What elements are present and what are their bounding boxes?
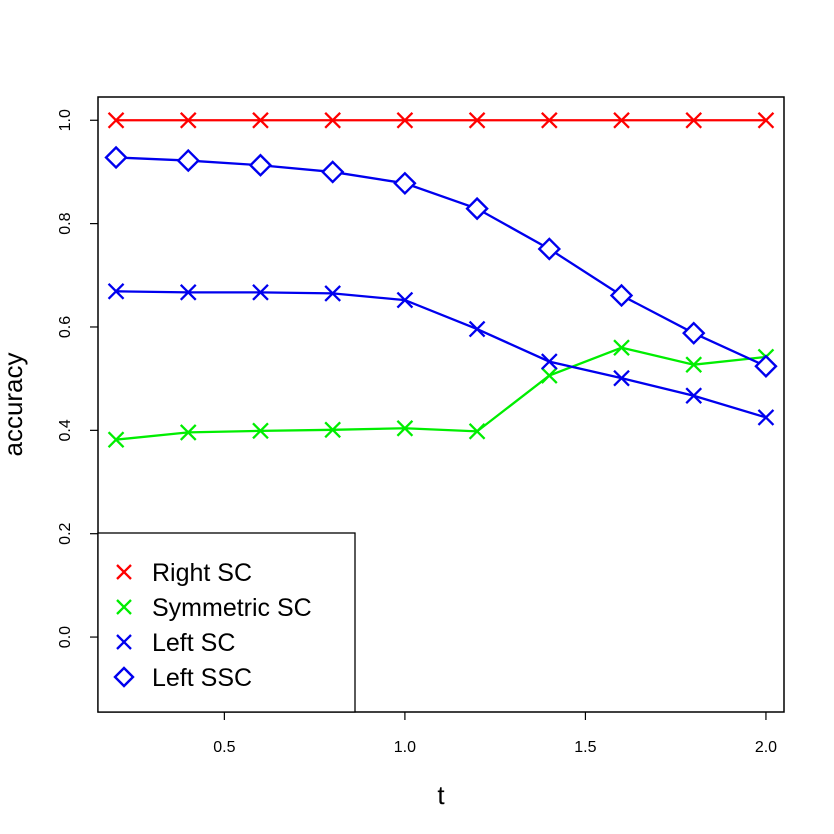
diamond-marker bbox=[248, 153, 273, 177]
x-marker bbox=[116, 564, 132, 580]
diamond-marker bbox=[537, 237, 562, 261]
x-marker bbox=[396, 291, 414, 309]
x-marker bbox=[613, 111, 630, 129]
y-axis: 0.0 0.2 0.4 0.6 0.8 1.0 bbox=[57, 109, 98, 648]
x-marker bbox=[468, 111, 486, 129]
y-tick-label: 1.0 bbox=[57, 109, 74, 131]
legend-item: Left SSC bbox=[113, 664, 252, 692]
diamond-marker bbox=[104, 145, 128, 170]
x-marker bbox=[107, 111, 125, 129]
series-left-ssc bbox=[104, 145, 778, 378]
y-tick-label: 0.4 bbox=[57, 419, 74, 441]
x-marker bbox=[116, 599, 132, 615]
x-marker bbox=[757, 111, 775, 129]
diamond-marker bbox=[176, 148, 200, 173]
x-marker bbox=[107, 283, 125, 300]
x-marker bbox=[324, 421, 341, 439]
legend-label: Left SSC bbox=[152, 664, 252, 692]
x-marker bbox=[324, 285, 341, 302]
legend-label: Symmetric SC bbox=[152, 594, 312, 622]
series-right-sc bbox=[107, 111, 775, 129]
y-tick-label: 0.2 bbox=[57, 522, 74, 544]
legend-item: Symmetric SC bbox=[116, 594, 312, 622]
x-marker bbox=[179, 111, 197, 129]
x-tick-label: 1.5 bbox=[574, 739, 596, 756]
x-axis: 0.5 1.0 1.5 2.0 bbox=[213, 712, 777, 756]
x-marker bbox=[107, 431, 125, 448]
diamond-marker bbox=[393, 171, 417, 196]
legend-label: Right SC bbox=[152, 559, 252, 587]
x-marker bbox=[685, 387, 703, 405]
plot-frame bbox=[97, 96, 785, 713]
series-left-sc bbox=[107, 283, 775, 426]
x-marker bbox=[252, 422, 269, 440]
legend-item: Left SC bbox=[116, 629, 235, 657]
x-marker bbox=[685, 111, 703, 129]
diamond-marker bbox=[609, 283, 634, 308]
x-marker bbox=[685, 356, 703, 374]
x-tick-label: 2.0 bbox=[755, 739, 777, 756]
x-marker bbox=[179, 424, 197, 441]
x-marker bbox=[541, 353, 558, 370]
legend-item: Right SC bbox=[116, 559, 252, 587]
x-marker bbox=[252, 284, 269, 301]
diamond-marker bbox=[320, 160, 345, 184]
legend-label: Left SC bbox=[152, 629, 235, 657]
y-tick-label: 0.8 bbox=[57, 212, 74, 234]
x-marker bbox=[613, 369, 630, 387]
x-marker bbox=[116, 634, 132, 650]
x-tick-label: 1.0 bbox=[394, 739, 416, 756]
diamond-marker bbox=[682, 321, 706, 345]
x-marker bbox=[757, 409, 775, 426]
x-marker bbox=[468, 423, 486, 440]
x-marker bbox=[613, 339, 630, 356]
x-marker bbox=[324, 111, 341, 129]
legend-box bbox=[97, 532, 356, 713]
x-marker bbox=[396, 419, 414, 437]
x-marker bbox=[179, 284, 197, 301]
series-layer bbox=[104, 111, 778, 448]
series-line-symmetric-sc bbox=[115, 346, 767, 441]
y-tick-label: 0.6 bbox=[57, 316, 74, 338]
x-tick-label: 0.5 bbox=[213, 739, 235, 756]
x-marker bbox=[396, 111, 414, 129]
x-marker bbox=[468, 320, 486, 338]
legend: Right SC Symmetric SC Left SC Left SSC bbox=[97, 532, 356, 713]
x-axis-title: t bbox=[437, 780, 445, 810]
y-tick-label: 0.0 bbox=[57, 626, 74, 648]
diamond-marker bbox=[754, 354, 778, 378]
x-marker bbox=[252, 111, 269, 129]
x-marker bbox=[541, 367, 558, 384]
y-axis-title: accuracy bbox=[0, 352, 28, 456]
series-line-left-sc bbox=[116, 290, 767, 419]
diamond-marker bbox=[465, 196, 489, 221]
series-line-left-ssc bbox=[116, 156, 767, 368]
x-marker bbox=[541, 111, 558, 129]
diamond-marker bbox=[113, 666, 135, 688]
